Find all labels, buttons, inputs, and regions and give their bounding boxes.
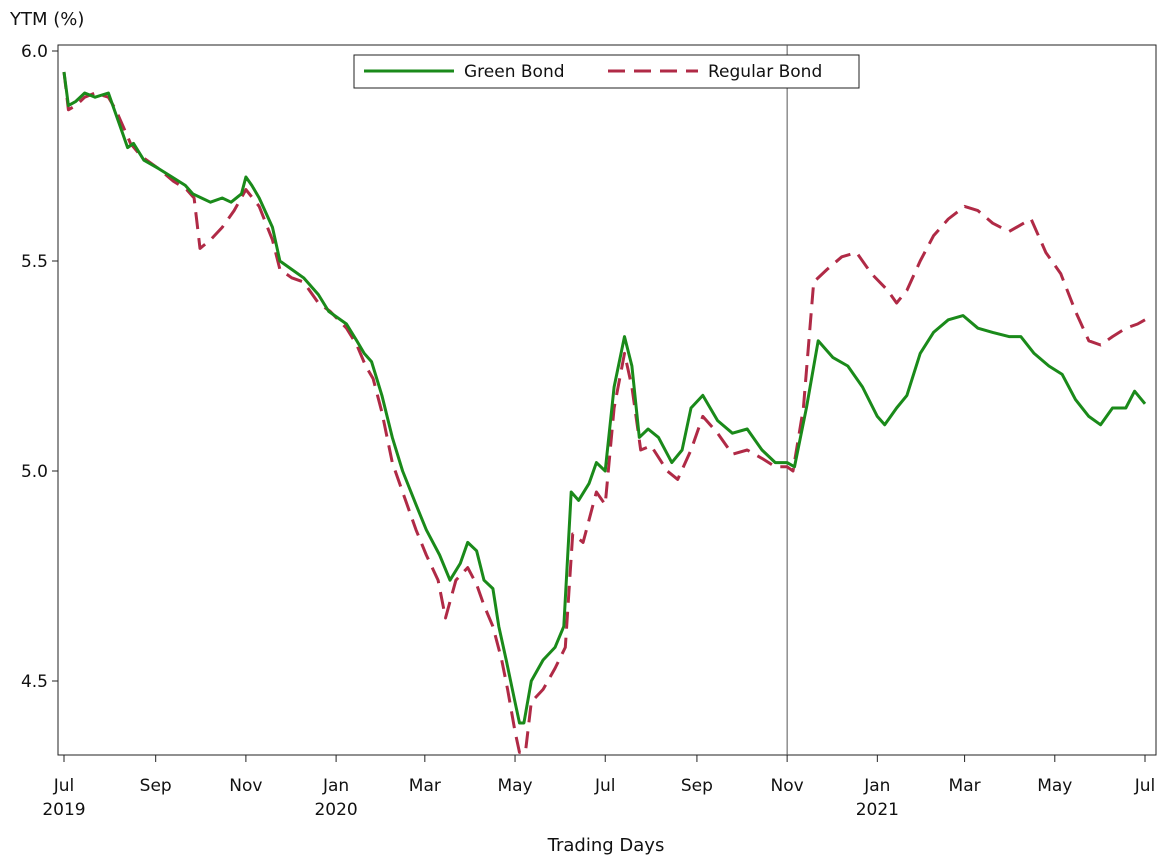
y-tick-label: 4.5 [21,672,48,692]
plot-frame [57,44,1157,756]
x-tick-year-label: 2019 [42,800,85,820]
x-tick-label: Jul [1134,776,1156,796]
x-tick-label: May [497,776,532,796]
legend: Green Bond Regular Bond [353,54,860,89]
series-layer [62,71,1147,754]
x-tick-label: Sep [140,776,172,796]
x-tick-label: Mar [409,776,441,796]
x-tick-label: Mar [949,776,981,796]
legend-box [353,54,860,89]
series-line-regular-bond [62,71,1146,754]
legend-label-regular-bond: Regular Bond [708,62,822,82]
y-tick-label: 5.0 [21,462,48,482]
x-axis-title: Trading Days [547,835,665,856]
y-axis-title: YTM (%) [9,9,84,30]
x-tick-label: Jul [53,776,75,796]
x-tick-label: Jan [322,776,349,796]
x-tick-label: Jan [863,776,890,796]
x-tick-label: Sep [681,776,713,796]
x-tick-year-label: 2020 [314,800,357,820]
x-tick-label: Jul [594,776,616,796]
legend-label-green-bond: Green Bond [464,62,565,82]
x-tick-label: May [1037,776,1072,796]
y-axis: 4.5 5.0 5.5 6.0 [21,42,58,692]
x-tick-label: Nov [771,776,804,796]
y-tick-label: 5.5 [21,252,48,272]
x-tick-label: Nov [229,776,262,796]
x-axis: Jul 2019 Sep Nov Jan 2020 Mar May Jul Sep Nov Jan 20… [42,755,1155,820]
x-tick-year-label: 2021 [856,800,899,820]
series-line-green-bond [62,71,1147,725]
y-tick-label: 6.0 [21,42,48,62]
